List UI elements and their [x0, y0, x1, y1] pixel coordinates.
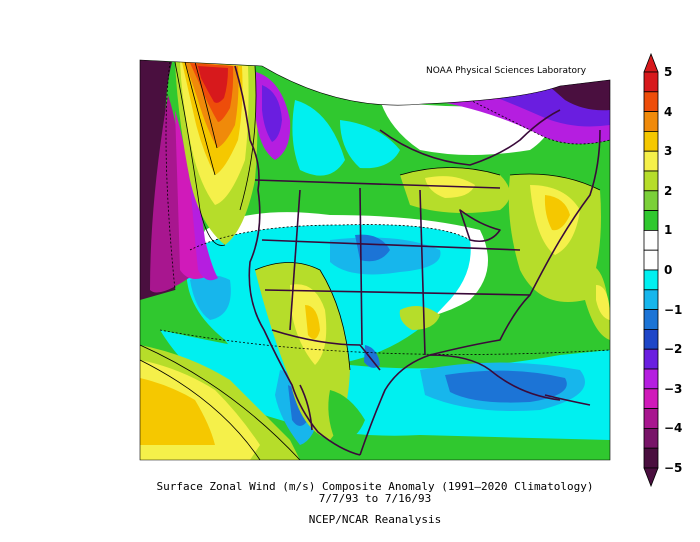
field-region	[328, 390, 365, 441]
field-region	[399, 306, 440, 330]
coastlines-and-borders	[234, 65, 601, 456]
colorbar-swatch	[643, 269, 659, 291]
state-line	[264, 289, 531, 296]
colorbar-tick-label: −5	[664, 461, 683, 475]
colorbar-swatch	[643, 229, 659, 251]
contour	[254, 262, 351, 371]
contour	[189, 224, 471, 251]
colorbar-tick-label: 4	[664, 104, 673, 119]
colorbar-swatch	[643, 170, 659, 192]
field-region	[340, 120, 400, 169]
colorbar-tick-label: 3	[664, 144, 673, 159]
field-region	[292, 100, 345, 176]
field-region	[190, 275, 231, 320]
colorbar-swatch	[643, 328, 659, 350]
colorbar-swatch	[643, 91, 659, 113]
contour-lines	[140, 61, 610, 460]
canada-us-border	[254, 179, 501, 189]
colorbar	[643, 52, 659, 488]
colorbar-swatch	[643, 130, 659, 152]
contour	[140, 359, 261, 460]
field-region	[262, 85, 282, 142]
colorbar-swatch	[643, 309, 659, 330]
field-region	[160, 330, 610, 440]
colorbar-swatch	[643, 348, 659, 370]
colorbar-swatch	[643, 71, 659, 93]
caption-title: Surface Zonal Wind (m/s) Composite Anoma…	[156, 480, 594, 493]
map-frame	[139, 59, 611, 461]
caption-dates: 7/7/93 to 7/16/93	[318, 492, 432, 505]
field-region	[175, 110, 210, 279]
colorbar-swatch	[643, 289, 659, 310]
colorbar-tick-label: 0	[664, 263, 673, 277]
state-line	[419, 189, 426, 356]
us-mexico-border	[271, 329, 381, 371]
colorbar-swatch	[643, 408, 659, 429]
credit-label: NOAA Physical Sciences Laboratory	[426, 66, 587, 76]
contour	[194, 61, 218, 149]
colorbar-tick-label: 5	[664, 65, 673, 79]
colorbar-swatch	[643, 388, 659, 409]
west-coastline	[234, 65, 361, 456]
colorbar-tick-label: −4	[664, 421, 683, 436]
colorbar-swatch	[643, 427, 659, 449]
colorbar-tick-label: −3	[664, 381, 683, 396]
east-coastline	[429, 129, 601, 356]
baja-peninsula	[299, 384, 313, 431]
field-region	[305, 305, 320, 339]
state-line	[261, 239, 521, 251]
colorbar-swatch	[643, 190, 659, 212]
colorbar-swatch	[643, 150, 659, 172]
state-line	[359, 187, 363, 346]
colorbar-swatch	[643, 111, 659, 132]
field-region	[198, 66, 228, 103]
state-line	[289, 189, 301, 331]
contour	[159, 329, 610, 355]
field-region	[544, 195, 570, 231]
colorbar-tick-label: −1	[664, 302, 683, 317]
colorbar-bottom-arrow	[643, 467, 659, 488]
field-region	[140, 378, 215, 445]
colorbar-swatch	[643, 368, 659, 390]
colorbar-tick-label: 2	[664, 183, 673, 198]
field-region	[255, 262, 350, 440]
contour	[165, 61, 176, 291]
contour	[399, 167, 501, 176]
contour	[174, 61, 226, 246]
caption-source: NCEP/NCAR Reanalysis	[308, 513, 442, 526]
contour	[239, 65, 257, 211]
field-region	[364, 345, 380, 368]
colorbar-swatch	[643, 210, 659, 231]
colorbar-tick-label: −2	[664, 342, 683, 357]
hudson-bay-shore	[379, 109, 561, 166]
contour	[184, 61, 216, 176]
contour	[140, 344, 301, 460]
field-region	[596, 285, 610, 320]
colorbar-swatch	[643, 249, 659, 271]
colorbar-swatch	[643, 447, 659, 469]
great-lakes	[459, 209, 501, 243]
colorbar-top-arrow	[643, 52, 659, 73]
colorbar-tick-label: 1	[664, 223, 673, 238]
field-region	[355, 234, 390, 262]
cuba	[544, 394, 591, 406]
